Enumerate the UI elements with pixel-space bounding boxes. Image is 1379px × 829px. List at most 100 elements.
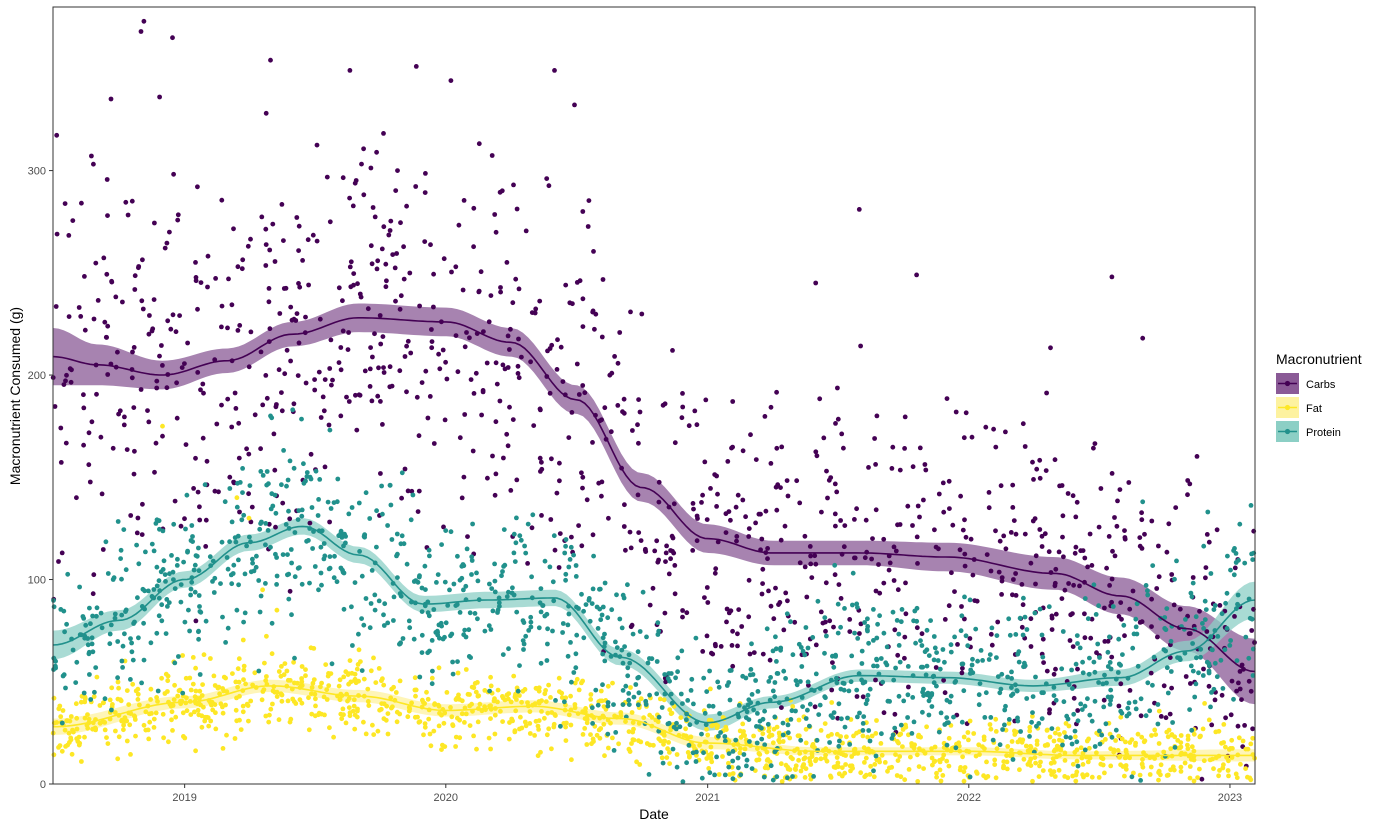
point-carbs [1082, 611, 1087, 617]
point-fat [337, 696, 343, 702]
point-protein [288, 547, 294, 552]
point-fat [355, 706, 360, 712]
point-protein [340, 567, 345, 573]
point-carbs [471, 205, 477, 211]
point-fat [766, 734, 772, 739]
point-protein [854, 601, 860, 607]
point-fat [182, 735, 188, 741]
point-carbs [1169, 685, 1174, 691]
point-fat [623, 719, 628, 724]
point-carbs [239, 266, 245, 272]
point-protein [1091, 582, 1097, 588]
point-protein [369, 568, 375, 573]
point-fat [1198, 733, 1203, 739]
point-fat [1120, 764, 1126, 769]
point-carbs [1204, 629, 1210, 634]
point-fat [1019, 739, 1025, 745]
point-carbs [63, 440, 69, 446]
point-protein [127, 677, 133, 682]
point-carbs [68, 379, 74, 385]
point-fat [1009, 747, 1014, 753]
point-fat [436, 702, 441, 708]
point-carbs [504, 431, 510, 437]
point-carbs [999, 592, 1004, 597]
point-protein [163, 579, 168, 584]
point-protein [654, 691, 660, 697]
point-carbs [1098, 486, 1104, 491]
point-carbs [991, 426, 996, 432]
point-carbs [557, 460, 562, 466]
point-protein [356, 631, 361, 637]
point-protein [712, 772, 717, 778]
point-protein [119, 612, 125, 618]
point-protein [911, 719, 917, 725]
point-fat [886, 765, 892, 771]
point-protein [1085, 696, 1090, 702]
point-fat [601, 721, 607, 727]
point-carbs [381, 131, 386, 136]
point-carbs [402, 354, 408, 359]
point-fat [784, 750, 790, 756]
point-carbs [874, 413, 880, 419]
point-protein [613, 639, 618, 645]
point-fat [760, 731, 766, 737]
point-protein [1138, 696, 1144, 702]
point-protein [163, 631, 169, 636]
point-carbs [99, 491, 105, 497]
point-carbs [621, 524, 627, 529]
point-carbs [479, 412, 484, 418]
point-protein [669, 700, 675, 706]
point-protein [1206, 670, 1212, 676]
point-carbs [914, 534, 920, 540]
point-protein [1016, 649, 1022, 655]
point-protein [625, 665, 631, 671]
point-protein [482, 628, 488, 634]
point-protein [159, 602, 165, 608]
point-protein [178, 582, 184, 587]
point-fat [630, 729, 636, 735]
point-carbs [235, 328, 241, 333]
point-carbs [59, 550, 65, 556]
point-protein [538, 609, 544, 615]
point-carbs [294, 215, 300, 220]
point-fat [161, 735, 167, 741]
point-protein [1053, 697, 1059, 703]
point-protein [1077, 645, 1083, 651]
point-protein [406, 618, 412, 624]
point-carbs [842, 523, 848, 528]
point-carbs [1188, 681, 1193, 686]
point-carbs [933, 665, 939, 670]
point-carbs [988, 631, 994, 637]
point-fat [1148, 764, 1154, 770]
point-fat [237, 717, 242, 723]
point-fat [60, 708, 66, 713]
point-carbs [580, 474, 586, 480]
point-carbs [276, 367, 282, 373]
point-protein [172, 586, 178, 591]
point-protein [867, 686, 873, 692]
point-fat [992, 757, 998, 763]
point-fat [559, 695, 565, 700]
point-fat [312, 691, 318, 697]
point-carbs [852, 517, 857, 522]
point-carbs [580, 296, 586, 302]
point-carbs [152, 220, 157, 226]
point-protein [927, 694, 933, 700]
point-fat [393, 690, 399, 695]
point-fat [51, 752, 57, 758]
point-protein [762, 742, 768, 748]
point-fat [914, 752, 920, 758]
point-carbs [827, 618, 833, 624]
point-fat [584, 720, 590, 726]
point-carbs [395, 168, 400, 174]
point-protein [1040, 654, 1046, 660]
point-fat [232, 736, 238, 741]
point-fat [941, 752, 947, 758]
point-fat [767, 759, 773, 765]
point-carbs [804, 594, 810, 600]
point-fat [546, 682, 551, 688]
point-fat [118, 698, 124, 704]
point-carbs [386, 232, 392, 238]
point-protein [115, 519, 121, 524]
point-protein [250, 560, 256, 566]
